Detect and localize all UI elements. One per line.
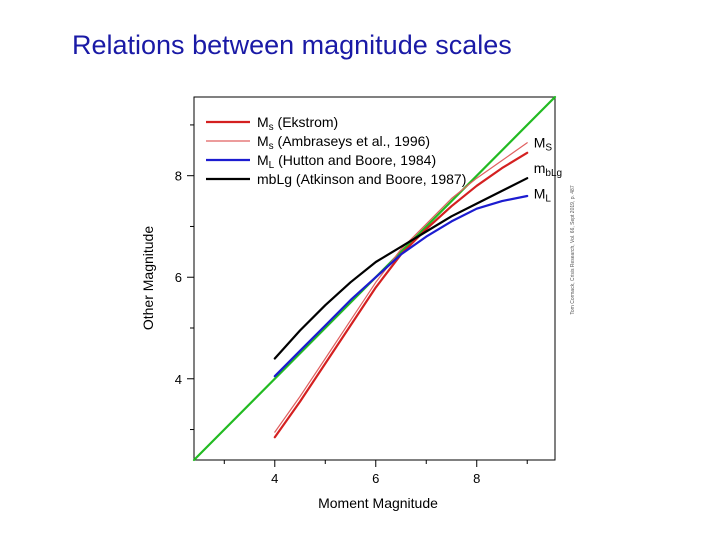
slide-title: Relations between magnitude scales [72,30,512,60]
series-line-3 [273,177,529,360]
end-label: mbLg [534,160,562,179]
y-tick-label: 8 [175,169,182,184]
x-axis-title: Moment Magnitude [318,495,438,511]
series-lines [192,95,557,462]
y-tick-label: 6 [175,270,182,285]
legend-label: mbLg (Atkinson and Boore, 1987) [257,171,466,187]
end-label: ML [534,185,552,204]
x-tick-label: 6 [372,471,379,486]
plot-frame [193,96,556,461]
axis-ticks: 4 6 8 4 6 8 [175,124,528,486]
x-tick-label: 4 [271,471,278,486]
series-line-0 [273,151,529,439]
series-line-1 [274,142,528,433]
y-axis-title: Other Magnitude [140,226,156,330]
end-labels: MS mbLg ML [534,135,562,205]
legend-label: ML (Hutton and Boore, 1984) [257,152,436,171]
legend: Ms (Ekstrom)Ms (Ambraseys et al., 1996)M… [206,114,466,187]
x-tick-label: 8 [473,471,480,486]
legend-label: Ms (Ambraseys et al., 1996) [257,133,430,152]
figure-credit: Tom Cormack, Crisis Research, Vol. 66, S… [570,185,576,314]
series-line-2 [273,194,529,378]
end-label: MS [534,135,553,154]
y-tick-label: 4 [175,372,182,387]
legend-label: Ms (Ekstrom) [257,114,338,133]
